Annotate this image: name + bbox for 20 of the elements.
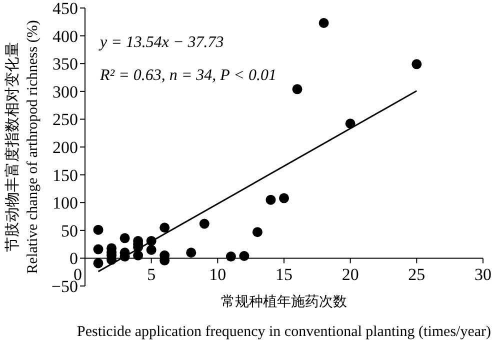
y-tick-label: 100 <box>52 194 78 213</box>
x-tick-label: 5 <box>147 265 156 284</box>
x-tick-label: 15 <box>276 265 292 284</box>
y-tick-label: 0 <box>70 249 78 268</box>
y-tick-label: 50 <box>61 221 78 240</box>
y-tick-label: 250 <box>52 110 78 130</box>
y-tick-label: 200 <box>52 138 78 157</box>
x-tick-label: 25 <box>408 265 426 284</box>
y-tick-label: 150 <box>52 166 78 185</box>
y-tick-label: 350 <box>52 54 78 74</box>
y-tick-label: 400 <box>52 26 78 46</box>
x-axis-title: 常规种植年施药次数 Pesticide application frequency in conventional planting (times/year) <box>76 294 492 340</box>
y-tick-label: 450 <box>52 0 78 18</box>
annotation: R² = 0.63, n = 34, P < 0.01 <box>99 67 276 84</box>
x-tick-label: 20 <box>342 265 359 284</box>
y-tick-label: 300 <box>52 82 78 102</box>
x-tick-label: 30 <box>474 265 492 284</box>
y-axis-title: 节肢动物丰富度指数相对变化量 Relative change of arthropod richness (%) <box>4 20 41 274</box>
x-tick-label: 10 <box>209 265 226 284</box>
annotation: y = 13.54x − 37.73 <box>98 34 224 51</box>
